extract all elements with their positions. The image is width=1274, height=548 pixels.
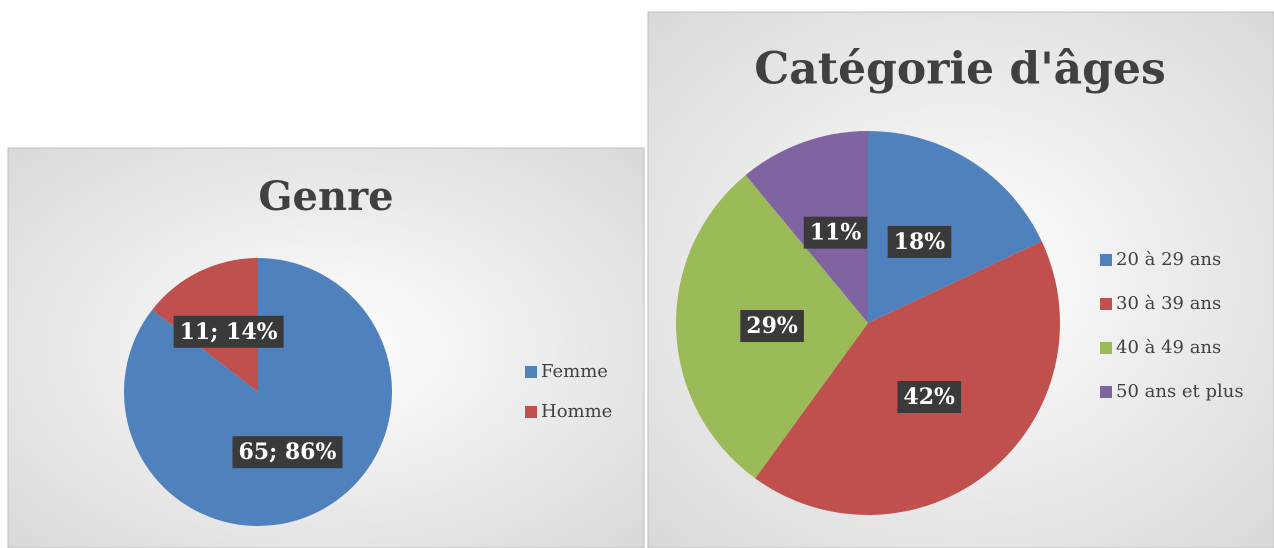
data-label: 11; 14% (180, 319, 278, 345)
legend-label: 30 à 39 ans (1116, 293, 1221, 314)
legend-swatch (1100, 386, 1112, 398)
data-label-box (897, 380, 962, 413)
data-label-box (740, 310, 804, 343)
legend-label: 40 à 49 ans (1116, 337, 1221, 358)
data-label: 29% (746, 313, 798, 339)
legend-label: 50 ans et plus (1116, 381, 1244, 402)
chart-title: Genre (258, 173, 393, 220)
pie-slice (868, 131, 1042, 323)
legend-label: Homme (541, 401, 612, 422)
legend-label: Femme (541, 361, 608, 382)
data-label-box (173, 315, 284, 348)
data-label: 11% (810, 220, 862, 246)
data-label-box (232, 436, 343, 469)
legend-swatch (1100, 254, 1112, 266)
data-label: 65; 86% (238, 439, 336, 465)
chart-title: Catégorie d'âges (754, 44, 1165, 95)
data-label-box (887, 225, 952, 258)
legend-label: 20 à 29 ans (1116, 249, 1221, 270)
legend-swatch (525, 366, 537, 378)
pie-slice (755, 241, 1060, 516)
legend-swatch (525, 406, 537, 418)
data-label: 42% (903, 384, 955, 410)
legend-swatch (1100, 342, 1112, 354)
data-label: 18% (894, 229, 946, 255)
data-label-box (803, 216, 868, 249)
legend-swatch (1100, 298, 1112, 310)
